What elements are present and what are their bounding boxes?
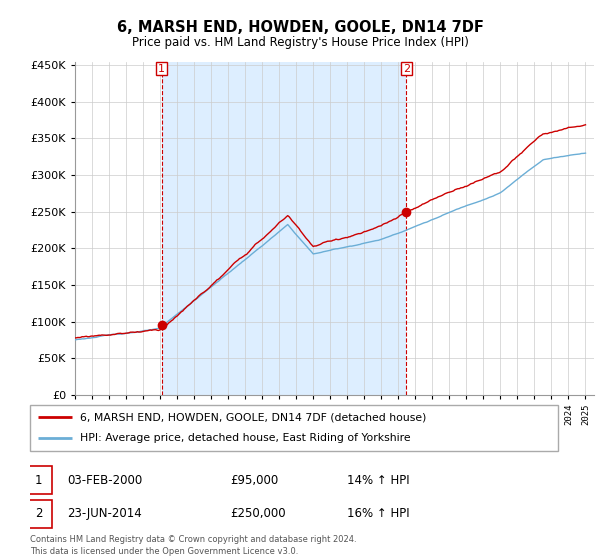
Text: £250,000: £250,000: [230, 507, 286, 520]
Bar: [161, 62, 406, 395]
FancyBboxPatch shape: [25, 500, 52, 528]
FancyBboxPatch shape: [30, 405, 558, 451]
Text: Price paid vs. HM Land Registry's House Price Index (HPI): Price paid vs. HM Land Registry's House …: [131, 36, 469, 49]
Text: 6, MARSH END, HOWDEN, GOOLE, DN14 7DF (detached house): 6, MARSH END, HOWDEN, GOOLE, DN14 7DF (d…: [80, 412, 427, 422]
Text: 2: 2: [403, 64, 410, 74]
Text: 1: 1: [35, 474, 42, 487]
Text: 03-FEB-2000: 03-FEB-2000: [67, 474, 142, 487]
Text: £95,000: £95,000: [230, 474, 279, 487]
Text: 6, MARSH END, HOWDEN, GOOLE, DN14 7DF: 6, MARSH END, HOWDEN, GOOLE, DN14 7DF: [116, 20, 484, 35]
Text: 23-JUN-2014: 23-JUN-2014: [67, 507, 142, 520]
FancyBboxPatch shape: [25, 466, 52, 494]
Text: Contains HM Land Registry data © Crown copyright and database right 2024.
This d: Contains HM Land Registry data © Crown c…: [30, 535, 356, 556]
Text: 2: 2: [35, 507, 42, 520]
Text: HPI: Average price, detached house, East Riding of Yorkshire: HPI: Average price, detached house, East…: [80, 433, 411, 444]
Text: 16% ↑ HPI: 16% ↑ HPI: [347, 507, 409, 520]
Text: 1: 1: [158, 64, 165, 74]
Text: 14% ↑ HPI: 14% ↑ HPI: [347, 474, 409, 487]
